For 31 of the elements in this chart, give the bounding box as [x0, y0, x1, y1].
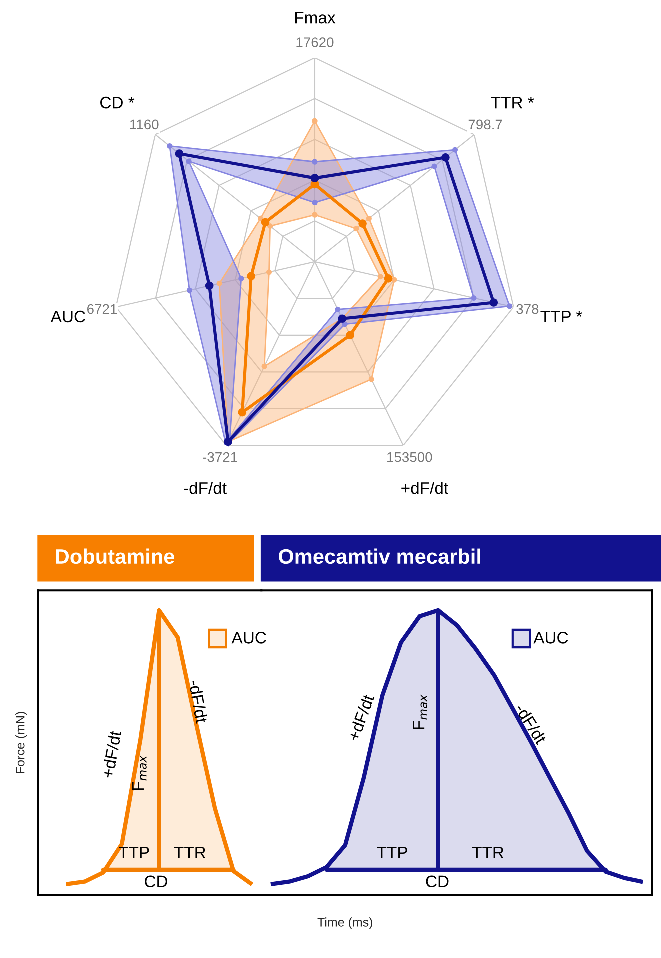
text: 798.7: [468, 120, 502, 130]
annotation: -dF/dt: [188, 680, 208, 724]
spoke-label: -dF/dt: [184, 482, 227, 494]
annotation: CD: [145, 876, 168, 888]
annotation: TTR: [174, 846, 206, 858]
annotation: TTR: [472, 846, 504, 858]
spoke-label: AUC: [50, 310, 86, 323]
text: 153500: [388, 452, 432, 462]
spoke-label: TTP *: [540, 311, 582, 322]
text: 17620: [296, 38, 334, 48]
text: 378: [516, 304, 539, 314]
annotation: +dF/dt: [101, 730, 122, 779]
spoke-label: +dF/dt: [402, 482, 448, 494]
x-axis-title: Time (ms): [318, 918, 372, 930]
annotation: +dF/dt: [347, 694, 375, 742]
text: -3721: [203, 452, 238, 462]
spoke-label: CD *: [100, 96, 135, 109]
spoke-label: Fmax: [296, 12, 336, 24]
spoke-label: TTR *: [491, 97, 534, 109]
text: 6721: [88, 304, 118, 314]
text: Omecamtiv mecarbil: [279, 548, 480, 564]
text: 1160: [130, 120, 159, 130]
annotation: F$_{max}$: [413, 694, 428, 730]
annotation: CD: [426, 876, 449, 888]
annotation: AUC: [232, 632, 266, 644]
annotation: AUC: [534, 632, 568, 644]
annotation: TTP: [377, 846, 408, 858]
y-axis-title: Force (mN): [16, 712, 28, 774]
annotation: F$_{max}$: [132, 756, 147, 790]
text: Dobutamine: [56, 548, 175, 564]
annotation: TTP: [118, 846, 150, 858]
